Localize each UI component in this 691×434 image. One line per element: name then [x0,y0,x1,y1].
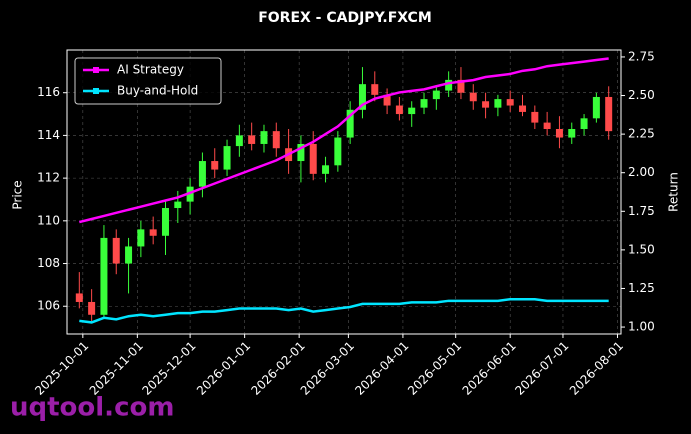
candle-body [198,161,206,187]
candle-body [519,105,527,112]
candle-body [112,237,120,264]
candle-body [543,122,551,130]
candle-body [297,143,305,162]
y-tick-label: 112 [37,171,60,185]
y2-axis-label: Return [667,172,681,212]
x-tick-label: 2025-11-01 [87,339,146,398]
candle-body [88,301,96,315]
y-tick-label: 110 [37,213,60,227]
x-tick-label: 2026-07-01 [512,339,571,398]
candle-body [420,99,428,108]
candle-body [149,229,157,236]
candle-body [137,229,145,247]
x-tick-label: 2026-04-01 [352,339,411,398]
candle-body [272,131,280,149]
y-tick-label: 114 [37,128,60,142]
x-tick-label: 2026-05-01 [405,339,464,398]
candle-body [494,99,502,108]
candle-body [358,84,366,110]
candle-body [260,131,268,144]
y-tick-label: 108 [37,256,60,270]
y2-tick-label: 2.25 [628,127,655,141]
y2-tick-label: 2.00 [628,165,655,179]
candle-body [161,208,169,236]
x-tick-label: 2026-08-01 [567,339,626,398]
x-tick-label: 2025-10-01 [32,339,91,398]
candle-body [506,99,514,106]
y2-tick-label: 1.75 [628,204,655,218]
series-line [79,57,609,224]
candle-body [235,135,243,147]
candle-body [445,79,453,91]
legend-marker [93,88,99,94]
series-line [79,298,609,324]
candle-body [580,118,588,130]
candle-body [469,92,477,102]
candle-body [457,79,465,93]
legend-box [74,57,222,105]
legend-label: AI Strategy [117,63,184,77]
y2-tick-label: 1.50 [628,242,655,256]
candle-body [346,109,354,138]
candle-body [186,186,194,202]
candle-body [555,129,563,138]
candle-body [75,293,83,302]
candle-body [174,201,182,209]
watermark: uqtool.com [10,393,174,423]
candle-body [383,94,391,106]
candle-body [223,146,231,170]
y2-tick-label: 2.75 [628,49,655,63]
candle-body [605,96,613,132]
y-tick-label: 116 [37,85,60,99]
candle-body [432,90,440,100]
candle-body [100,237,108,315]
y2-tick-label: 2.50 [628,88,655,102]
candle-body [125,246,133,264]
x-tick-label: 2025-12-01 [139,339,198,398]
candle-body [248,135,256,144]
y2-tick-label: 1.00 [628,320,655,334]
candle-body [211,161,219,170]
y2-tick-label: 1.25 [628,281,655,295]
y-axis-label: Price [11,180,25,209]
candle-body [395,105,403,115]
candle-body [531,111,539,123]
candle-body [482,101,490,108]
candle-body [568,129,576,138]
x-tick-label: 2026-06-01 [460,339,519,398]
legend-marker [93,67,99,73]
plot-frame [66,49,622,335]
candle-body [408,107,416,115]
candle-body [371,84,379,95]
candle-body [322,165,330,174]
x-tick-label: 2026-01-01 [194,339,253,398]
chart-title: FOREX - CADJPY.FXCM [258,10,432,26]
y-tick-label: 106 [37,299,60,313]
legend-label: Buy-and-Hold [117,84,198,98]
candle-body [592,96,600,119]
candle-body [309,143,317,174]
candle-body [334,137,342,166]
